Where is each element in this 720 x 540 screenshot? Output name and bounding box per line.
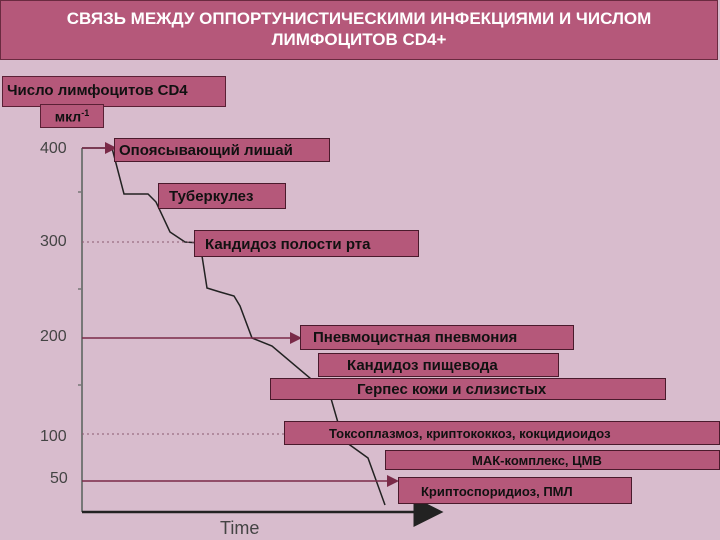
infection-box-mac-cmv: МАК-комплекс, ЦМВ	[385, 450, 720, 470]
minor-ticks	[78, 191, 82, 386]
title-line-1: СВЯЗЬ МЕЖДУ ОППОРТУНИСТИЧЕСКИМИ ИНФЕКЦИЯ…	[66, 9, 652, 28]
x-axis-label: Time	[220, 518, 260, 538]
infection-box-oral-candidiasis: Кандидоз полости рта	[194, 230, 419, 257]
infection-box-crypto-pml: Криптоспоридиоз, ПМЛ	[398, 477, 632, 504]
cd4-decline-curve	[82, 147, 386, 506]
infection-box-esophageal-candidiasis: Кандидоз пищевода	[318, 353, 559, 377]
y-tick-400: 400	[40, 140, 67, 157]
unit-exponent: -1	[81, 108, 90, 118]
y-tick-300: 300	[40, 233, 67, 250]
infection-box-tuberculosis: Туберкулез	[158, 183, 286, 209]
title-line-2: ЛИМФОЦИТОВ CD4+	[271, 30, 447, 49]
title-banner: СВЯЗЬ МЕЖДУ ОППОРТУНИСТИЧЕСКИМИ ИНФЕКЦИЯ…	[0, 0, 718, 60]
infection-box-herpes: Герпес кожи и слизистых	[270, 378, 666, 400]
infection-box-shingles: Опоясывающий лишай	[114, 138, 330, 162]
y-tick-200: 200	[40, 328, 67, 345]
infection-box-pcp: Пневмоцистная пневмония	[300, 325, 574, 350]
y-tick-50: 50	[50, 470, 68, 487]
unit-base: мкл	[54, 108, 82, 125]
pointer-arrows	[82, 142, 399, 487]
y-tick-100: 100	[40, 428, 67, 445]
y-axis-label: Число лимфоцитов CD4	[2, 76, 226, 107]
y-axis-unit: мкл-1	[40, 104, 104, 128]
infection-box-toxo-crypto-cocci: Токсоплазмоз, криптококкоз, кокцидиоидоз	[284, 421, 720, 445]
